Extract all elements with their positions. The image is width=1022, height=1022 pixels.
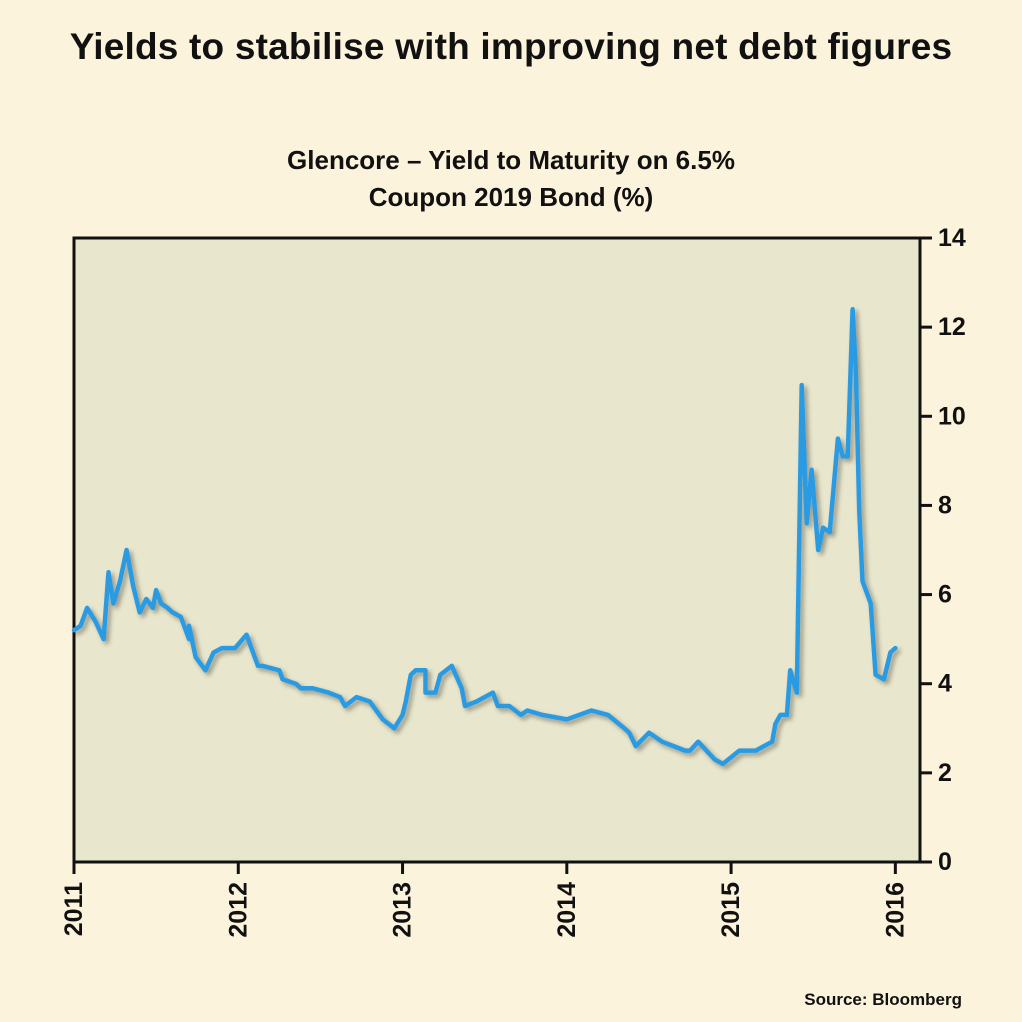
- headline: Yields to stabilise with improving net d…: [69, 26, 953, 67]
- plot-area: [72, 236, 922, 864]
- chart-title-line-1: Glencore – Yield to Maturity on 6.5%: [287, 145, 735, 175]
- x-tick-label: 2011: [60, 882, 88, 936]
- y-tick-label: 12: [938, 313, 966, 341]
- y-axis: 0 2 4 6 8 10 12 14: [920, 224, 966, 876]
- x-axis: 2011 2012 2013 2014 2015 2016: [60, 862, 909, 938]
- y-tick-label: 4: [938, 670, 952, 698]
- y-tick-label: 6: [938, 581, 952, 609]
- x-tick-label: 2013: [389, 882, 417, 938]
- x-tick-label: 2012: [224, 882, 252, 938]
- y-tick-label: 8: [938, 491, 952, 519]
- y-tick-label: 14: [938, 224, 966, 252]
- y-tick-label: 10: [938, 402, 966, 430]
- x-tick-label: 2015: [717, 882, 745, 938]
- yield-series-line-0: [71, 307, 898, 767]
- x-tick-label: 2016: [881, 882, 909, 938]
- series-layer: [71, 307, 898, 767]
- y-tick-label: 0: [938, 848, 952, 876]
- x-tick-label: 2014: [553, 882, 581, 938]
- y-tick-label: 2: [938, 759, 952, 787]
- source-note: Source: Bloomberg: [804, 990, 962, 1009]
- chart-title: Glencore – Yield to Maturity on 6.5% Cou…: [0, 142, 1022, 216]
- chart-title-line-2: Coupon 2019 Bond (%): [368, 182, 654, 212]
